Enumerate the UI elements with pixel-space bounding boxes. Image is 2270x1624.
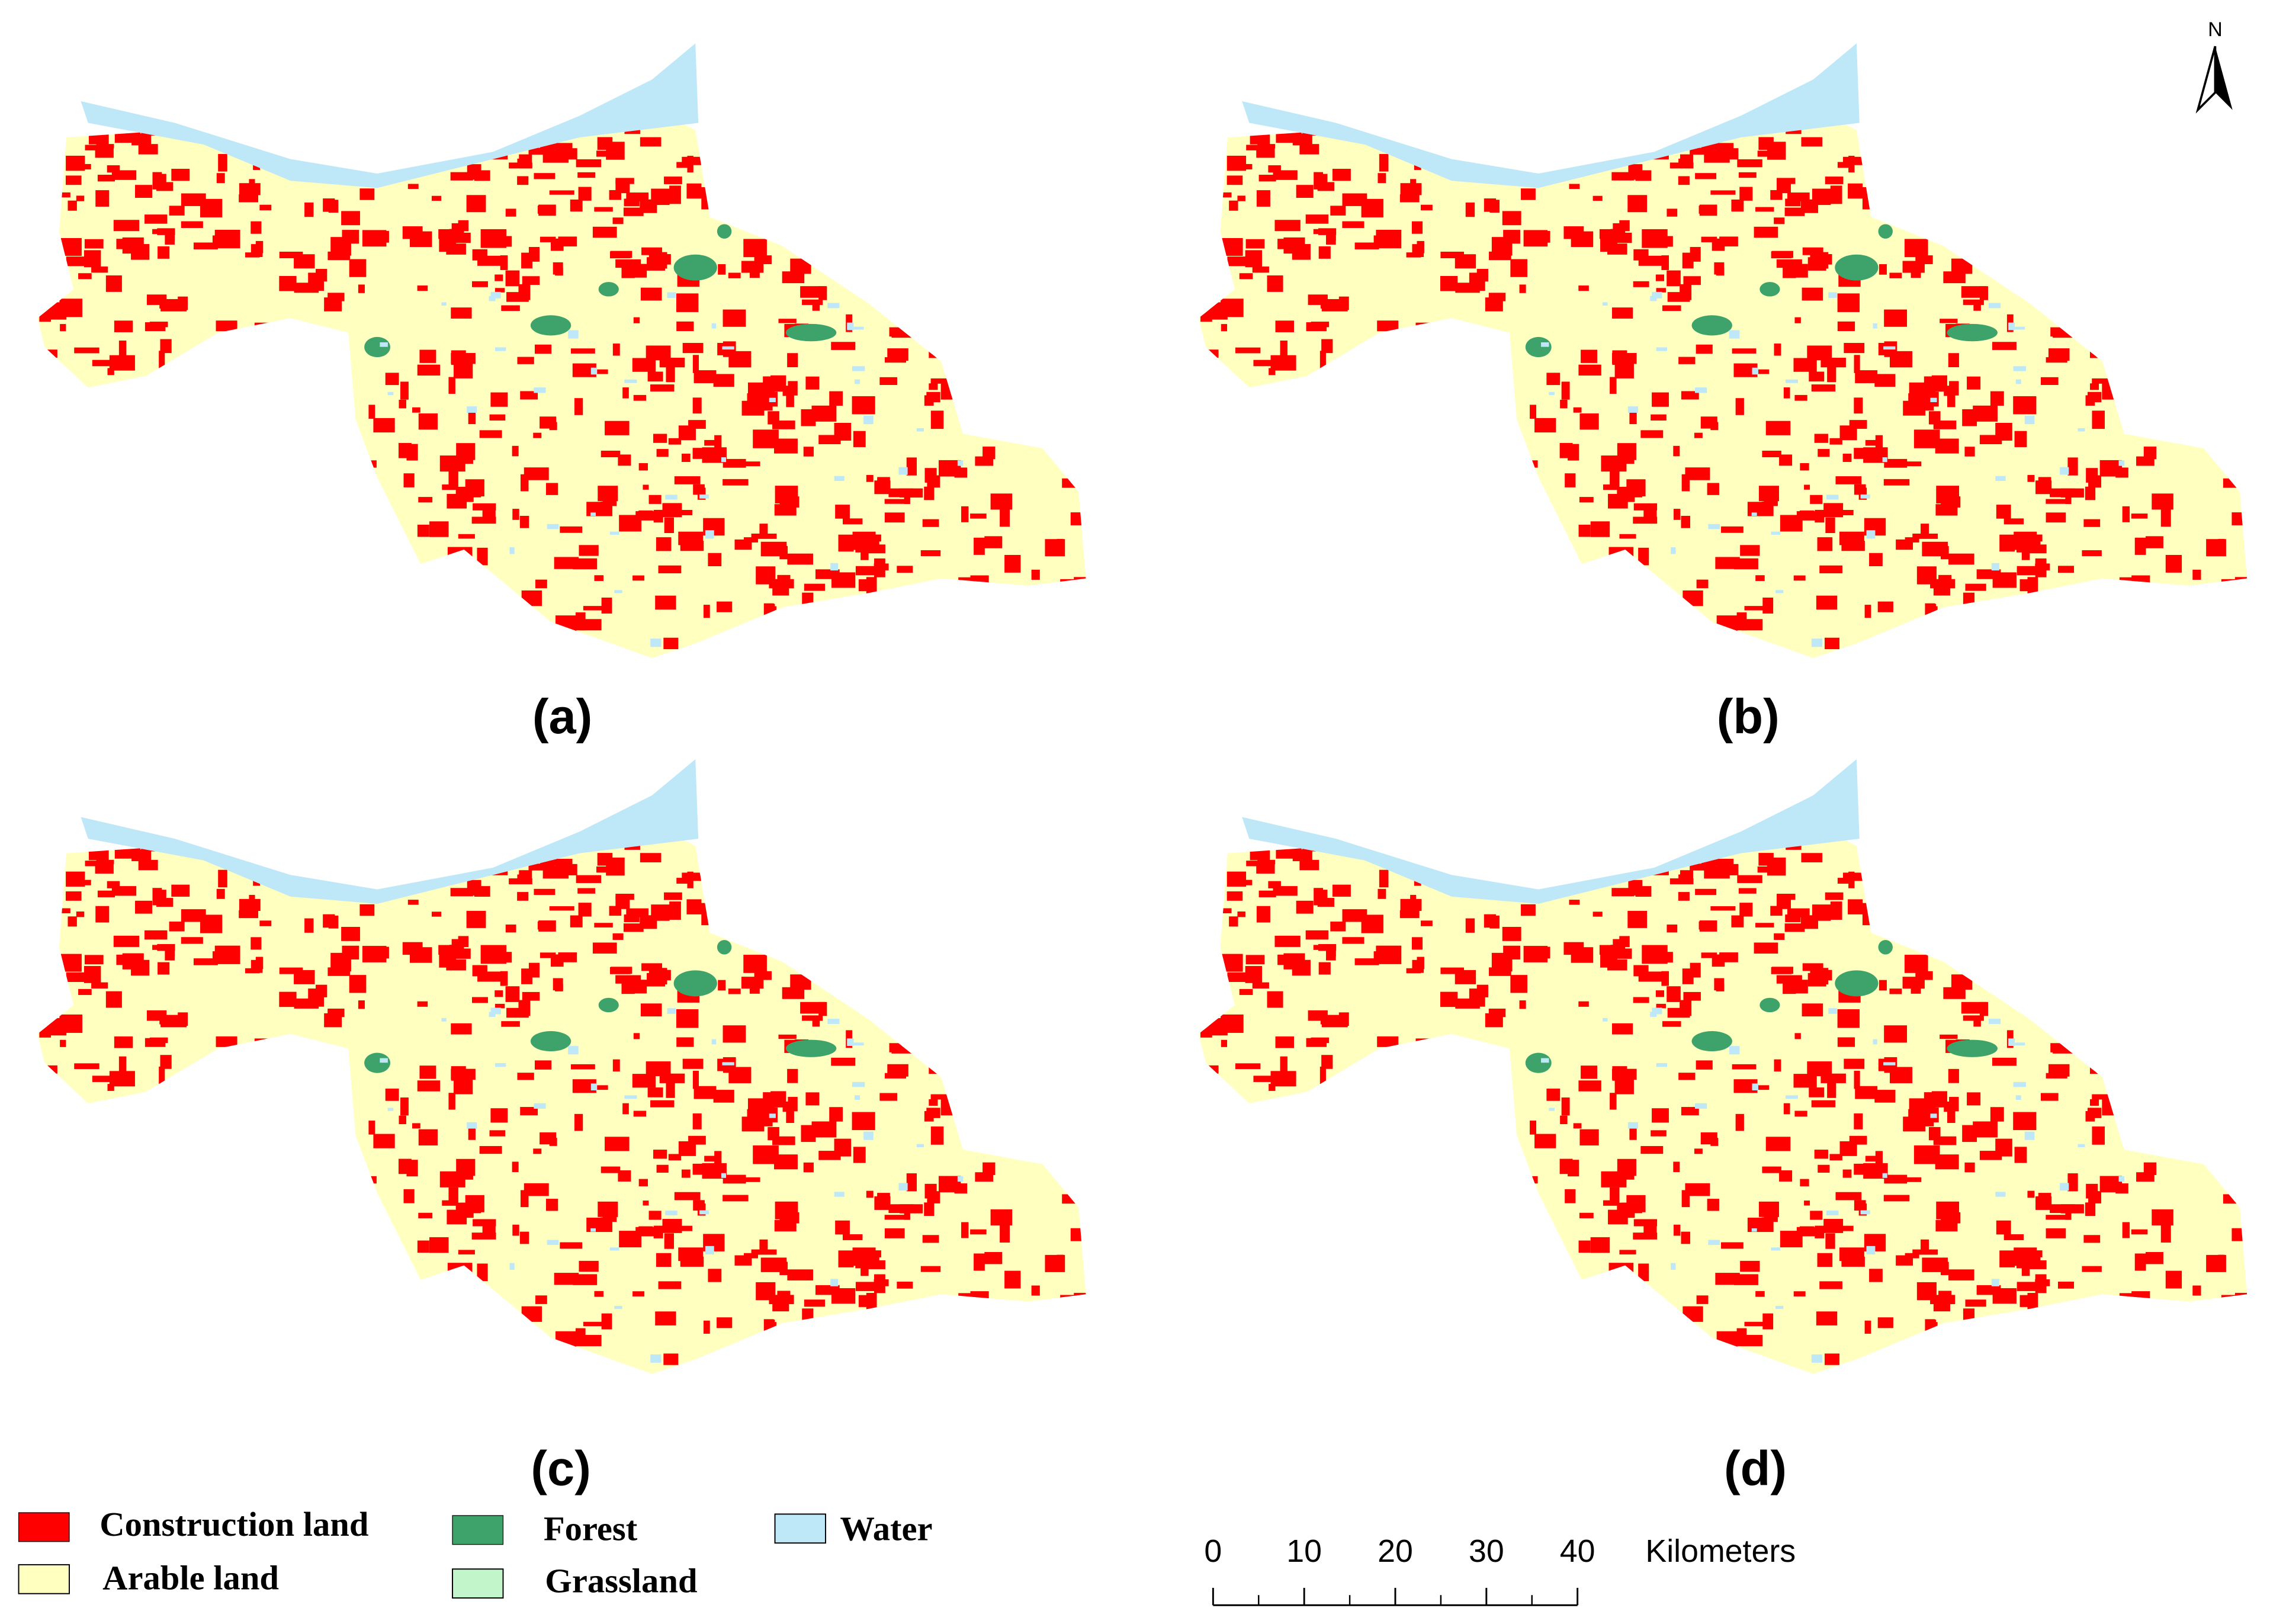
- legend-label: Construction land: [99, 1505, 368, 1543]
- scale-tick-label: 40: [1560, 1533, 1595, 1569]
- legend-label: Grassland: [545, 1561, 697, 1600]
- map-d: [1199, 759, 2268, 1387]
- map-b: [1199, 43, 2268, 671]
- panel-label: (c): [531, 1441, 590, 1496]
- scale-tick-label: 0: [1204, 1533, 1222, 1569]
- legend-swatch: [774, 1513, 826, 1544]
- legend-swatch: [18, 1564, 70, 1594]
- scale-bar: Kilometers 0 10 20 30 40: [1204, 1533, 1796, 1606]
- legend-label: Arable land: [102, 1558, 279, 1597]
- legend: Construction land Arable land Forest Gra…: [18, 1505, 933, 1600]
- legend-swatch: [452, 1568, 504, 1599]
- scale-tick-label: 20: [1378, 1533, 1413, 1569]
- legend-label: Forest: [544, 1509, 638, 1548]
- map-a: [37, 43, 1107, 671]
- scale-tick-label: 30: [1469, 1533, 1504, 1569]
- scale-unit: Kilometers: [1645, 1533, 1796, 1569]
- legend-swatch: [452, 1515, 504, 1545]
- legend-swatch: [18, 1512, 70, 1542]
- panel-label: (b): [1717, 689, 1780, 744]
- north-arrow: N: [2195, 18, 2233, 114]
- legend-label: Water: [840, 1509, 932, 1548]
- north-label: N: [2208, 18, 2223, 41]
- scale-tick-label: 10: [1286, 1533, 1322, 1569]
- map-c: [37, 759, 1107, 1387]
- panel-label: (d): [1724, 1441, 1787, 1496]
- panel-label: (a): [532, 689, 592, 744]
